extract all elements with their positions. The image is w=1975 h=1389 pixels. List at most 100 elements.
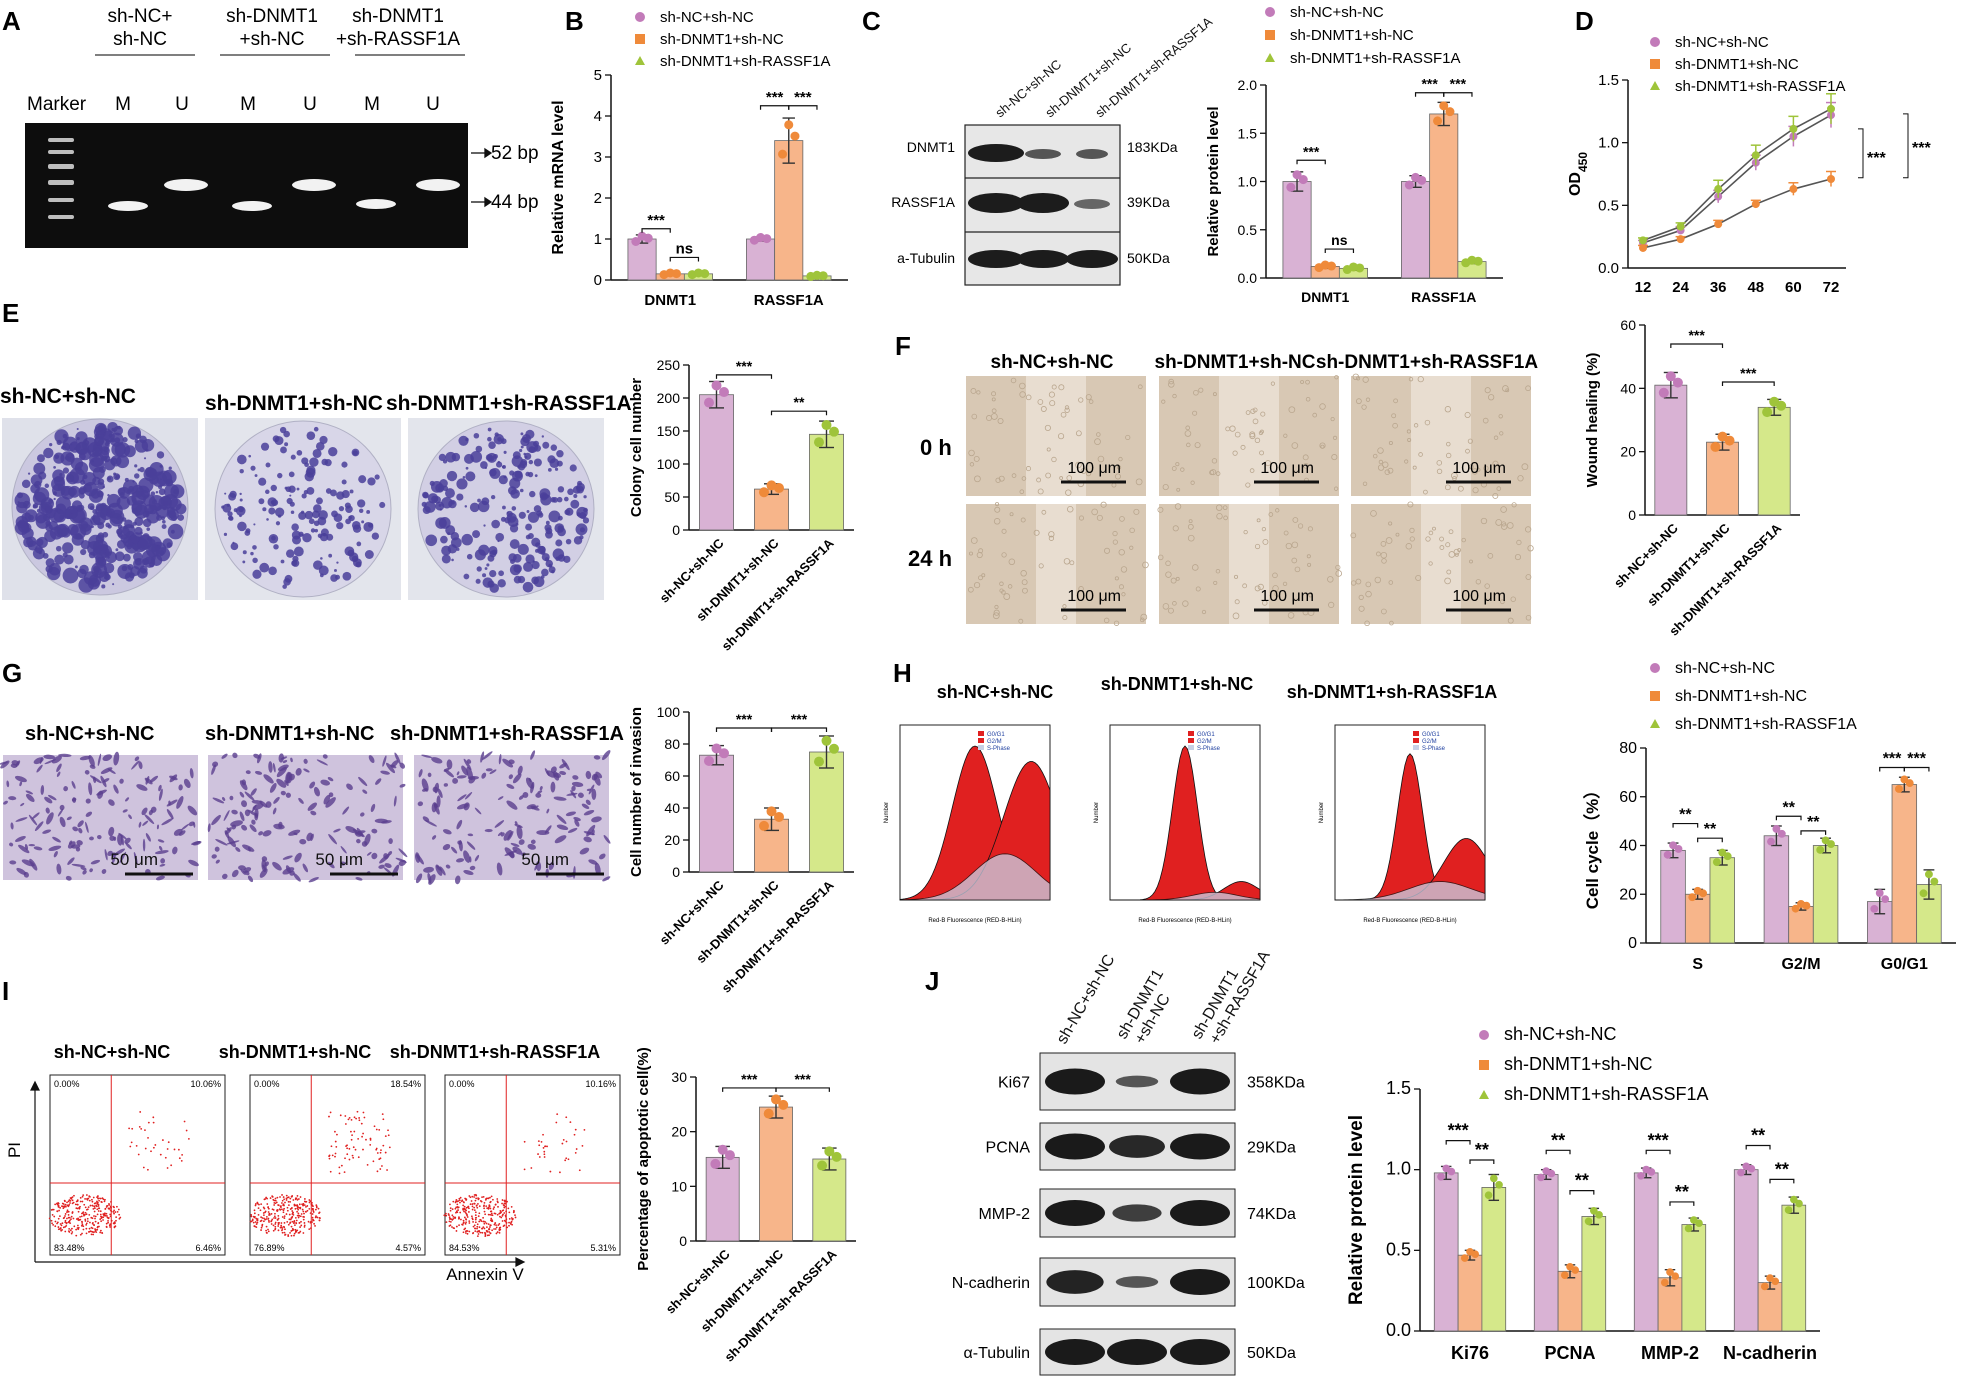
bar: [1733, 1169, 1759, 1332]
blot-kda-label: 100KDa: [1247, 1275, 1305, 1292]
replicate-dot: [1875, 889, 1884, 897]
histogram-legend-swatch: [1188, 745, 1194, 750]
sig-label: ***: [736, 358, 753, 374]
x-tick-label: 12: [1635, 279, 1652, 296]
replicate-dot: [1821, 836, 1830, 845]
replicate-dot: [1790, 1195, 1798, 1204]
sig-bracket: [641, 228, 671, 233]
sig-bracket: [1721, 381, 1775, 386]
bar: [1533, 1174, 1559, 1332]
histogram-peak: [1110, 745, 1260, 901]
panelA-lane-3: M: [240, 94, 256, 115]
sig-label: ***: [1912, 140, 1931, 157]
histogram-legend-label: S-Phase: [1422, 746, 1446, 752]
histogram-legend-swatch: [978, 738, 984, 743]
blot-row-label: MMP-2: [978, 1206, 1030, 1223]
y-tick-label: 20: [671, 1124, 687, 1140]
panelH-histograms: sh-NC+sh-NC sh-DNMT1+sh-NC sh-DNMT1+sh-R…: [884, 674, 1497, 924]
replicate-dot: [1930, 877, 1939, 886]
histogram-peak: [1334, 881, 1486, 901]
replicate-dot: [1439, 101, 1449, 111]
replicate-dot: [1925, 870, 1933, 879]
y-tick-label: 4: [594, 108, 602, 125]
panelE-group-1: sh-NC+sh-NC: [0, 385, 136, 408]
replicate-dot: [1767, 837, 1775, 846]
blot-band: [1170, 1339, 1230, 1365]
y-axis-title: Wound healing (%): [1584, 353, 1601, 488]
sig-bracket: [759, 105, 790, 110]
x-tick-label: RASSF1A: [1411, 289, 1476, 305]
sig-label: **: [794, 394, 805, 410]
replicate-dot: [1772, 824, 1781, 833]
histogram-legend-swatch: [1413, 731, 1419, 736]
legend-marker: [635, 56, 645, 65]
bar: [812, 1158, 847, 1242]
panelE-group-2: sh-DNMT1+sh-NC: [205, 392, 383, 415]
replicate-dot: [1437, 1172, 1445, 1181]
y-tick-label: 80: [1619, 740, 1637, 757]
replicate-dot: [1566, 1262, 1574, 1271]
replicate-dot: [812, 270, 822, 280]
panelA-lane-2: U: [175, 94, 189, 115]
panel-letter-I: I: [2, 976, 9, 1006]
panelG-invasion-tiles: 50 μm 50 μm 50 μm: [0, 750, 611, 885]
sig-label: **: [1751, 1125, 1765, 1145]
invasion-tile: [208, 755, 403, 880]
panelA-group-1-line2: sh-NC: [113, 29, 167, 50]
replicate-dot: [1595, 1211, 1603, 1219]
legend-marker: [1650, 81, 1660, 90]
legend-marker: [635, 34, 645, 44]
histogram-xlabel: Red-B Fluorescence (RED-B-HLin): [928, 918, 1021, 924]
invasion-scale-label: 50 μm: [315, 850, 363, 869]
sig-bracket: [1800, 830, 1827, 835]
panelC-row-1: DNMT1: [907, 139, 955, 155]
y-tick-label: 100: [657, 704, 681, 720]
y-tick-label: 0.0: [1598, 260, 1619, 277]
replicate-dot: [1637, 1171, 1645, 1180]
y-tick-label: 0: [1628, 507, 1636, 523]
replicate-dot: [813, 756, 824, 767]
y-tick-label: 1.5: [1598, 72, 1619, 89]
replicate-dot: [1671, 1272, 1680, 1280]
bar: [1654, 384, 1688, 516]
x-tick-label: 48: [1747, 279, 1764, 296]
x-tick-label: 60: [1785, 279, 1802, 296]
y-tick-label: 60: [1620, 317, 1636, 333]
replicate-dot: [703, 397, 714, 408]
bar: [699, 394, 734, 531]
chart-H: 0 20 40 60 80 Cell cycle（%） sh-NC+sh-NC sh-DNMT…: [1582, 660, 1956, 973]
panelC-kda-3: 50KDa: [1127, 250, 1170, 266]
y-tick-label: 0: [672, 522, 680, 538]
replicate-dot: [1542, 1167, 1550, 1175]
replicate-dot: [1710, 441, 1721, 452]
replicate-dot: [1777, 829, 1786, 838]
y-tick-label: 60: [1619, 789, 1637, 806]
y-tick-label: 40: [664, 800, 680, 816]
replicate-dot: [1795, 1199, 1803, 1208]
replicate-dot: [771, 1094, 781, 1105]
y-tick-label: 0.0: [1238, 270, 1258, 286]
x-tick-label: sh-DNMT1+sh-RASSF1A: [719, 877, 838, 996]
quadrant-lr: 6.46%: [195, 1243, 221, 1253]
bar: [1481, 1187, 1507, 1332]
replicate-dot: [1784, 1206, 1793, 1214]
x-tick-label: 36: [1710, 279, 1727, 296]
replicate-dot: [1690, 1216, 1698, 1224]
y-tick-label: 60: [664, 768, 680, 784]
replicate-dot: [1495, 1181, 1503, 1189]
blot-band: [1045, 1339, 1105, 1365]
sig-label: ***: [741, 1071, 758, 1087]
replicate-dot: [1298, 175, 1308, 185]
data-point: [1789, 185, 1798, 194]
bar: [1457, 1254, 1483, 1332]
sig-label: ns: [1331, 232, 1348, 248]
sig-label: ***: [1688, 327, 1705, 343]
bar: [1433, 1172, 1459, 1332]
panelE-colonies-2: [221, 426, 386, 589]
panel-letter-F: F: [895, 331, 911, 361]
series-line: [1642, 178, 1832, 249]
blot-band: [1109, 1135, 1165, 1158]
invasion-scale-label: 50 μm: [521, 850, 569, 869]
quadrant-ul: 0.00%: [254, 1079, 280, 1089]
